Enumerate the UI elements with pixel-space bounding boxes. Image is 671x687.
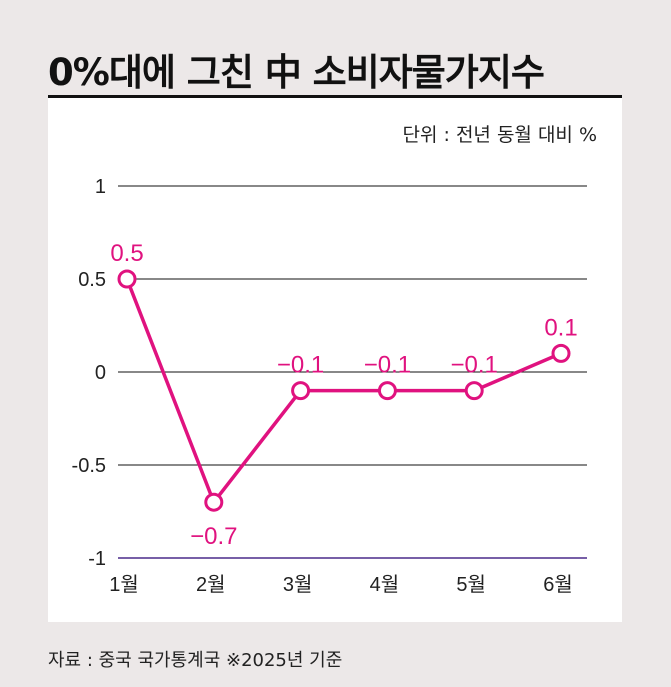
x-tick-label: 1월 (109, 573, 139, 596)
data-point (377, 381, 397, 401)
data-point (204, 492, 224, 512)
data-label: −0.7 (190, 523, 237, 550)
chart-title: 0%대에 그친 中 소비자물가지수 (48, 51, 545, 94)
data-label: −0.1 (451, 352, 498, 379)
y-tick-label: -0.5 (72, 455, 106, 477)
chart-panel (48, 98, 622, 622)
data-point (551, 343, 571, 363)
title-rule (48, 95, 622, 98)
data-label: 0.5 (110, 240, 143, 267)
y-tick-label: -1 (88, 548, 106, 570)
x-tick-label: 5월 (456, 573, 486, 596)
unit-note: 단위 : 전년 동월 대비 % (402, 124, 598, 146)
data-point (117, 269, 137, 289)
x-tick-label: 3월 (283, 573, 313, 596)
data-label: −0.1 (277, 352, 324, 379)
data-label: 0.1 (544, 314, 577, 341)
x-tick-label: 4월 (370, 573, 400, 596)
y-tick-label: 0 (95, 362, 106, 384)
x-tick-label: 2월 (196, 573, 226, 596)
x-tick-label: 6월 (543, 573, 573, 596)
y-tick-label: 0.5 (78, 269, 106, 291)
series-line (125, 278, 562, 504)
data-point (291, 381, 311, 401)
source-note: 자료 : 중국 국가통계국 ※2025년 기준 (48, 650, 343, 671)
data-point (464, 381, 484, 401)
y-tick-label: 1 (95, 176, 106, 198)
data-label: −0.1 (364, 352, 411, 379)
